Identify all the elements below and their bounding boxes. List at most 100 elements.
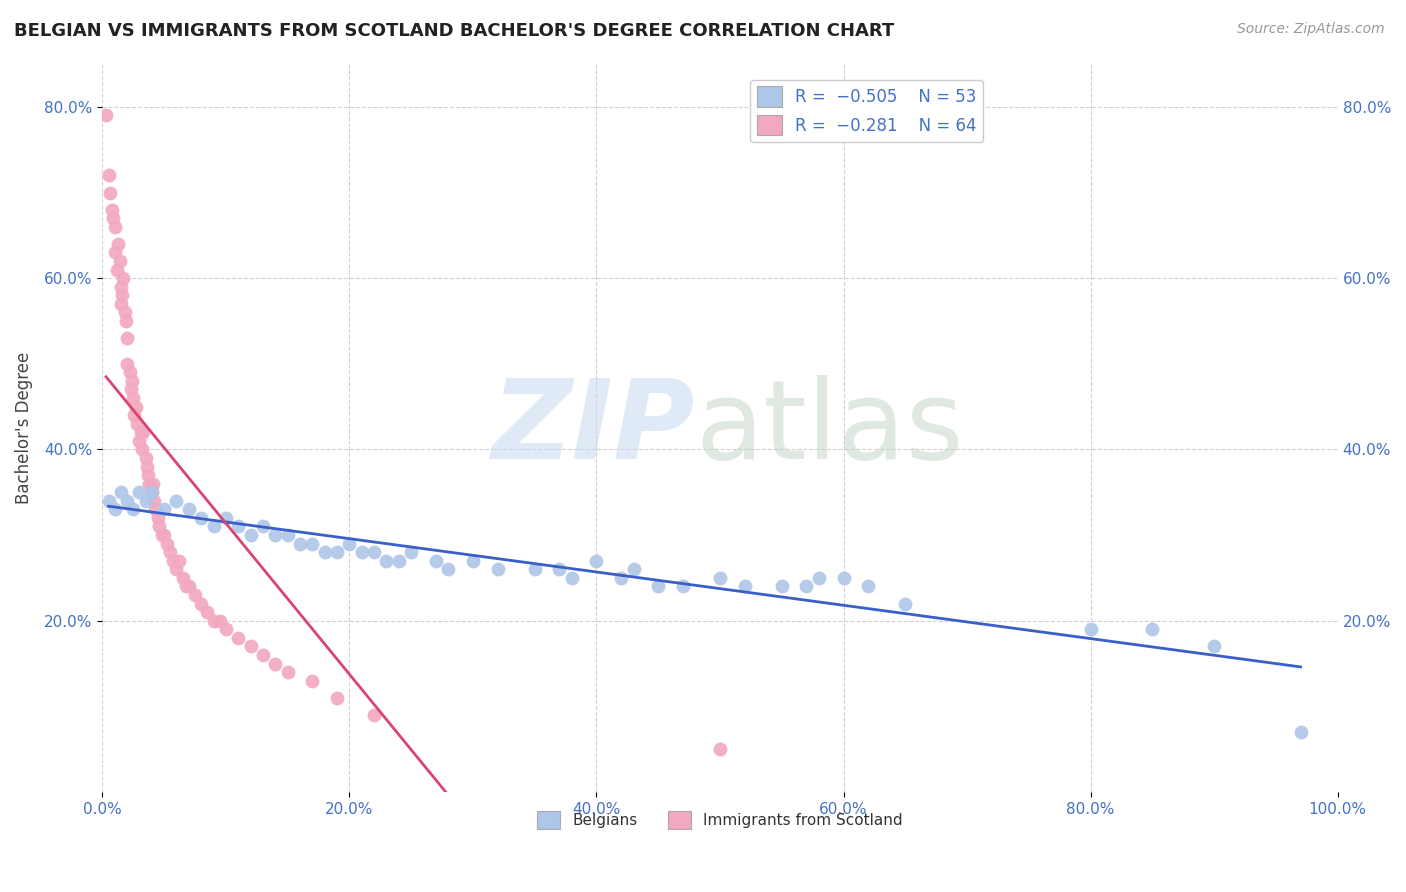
Point: [1204, 640, 1226, 654]
Point: [104, 502, 127, 516]
Point: [165, 493, 187, 508]
Point: [145, 502, 167, 516]
Point: [108, 254, 131, 268]
Point: [167, 554, 190, 568]
Point: [647, 579, 669, 593]
Point: [288, 536, 311, 550]
Point: [111, 288, 134, 302]
Point: [114, 305, 136, 319]
Point: [122, 502, 145, 516]
Point: [112, 271, 135, 285]
Point: [363, 545, 385, 559]
Point: [128, 434, 150, 448]
Point: [153, 528, 176, 542]
Point: [832, 571, 855, 585]
Point: [162, 554, 184, 568]
Point: [734, 579, 756, 593]
Point: [107, 236, 129, 251]
Point: [195, 605, 218, 619]
Point: [143, 493, 166, 508]
Point: [110, 485, 132, 500]
Point: [97, 169, 120, 183]
Point: [326, 690, 349, 705]
Point: [425, 554, 447, 568]
Point: [104, 245, 127, 260]
Point: [437, 562, 460, 576]
Point: [1080, 622, 1102, 636]
Point: [807, 571, 830, 585]
Text: BELGIAN VS IMMIGRANTS FROM SCOTLAND BACHELOR'S DEGREE CORRELATION CHART: BELGIAN VS IMMIGRANTS FROM SCOTLAND BACH…: [14, 22, 894, 40]
Point: [523, 562, 546, 576]
Point: [97, 493, 120, 508]
Point: [264, 657, 287, 671]
Point: [301, 536, 323, 550]
Point: [388, 554, 411, 568]
Point: [101, 202, 124, 217]
Point: [252, 648, 274, 662]
Point: [142, 476, 165, 491]
Point: [165, 562, 187, 576]
Point: [339, 536, 361, 550]
Point: [190, 597, 212, 611]
Point: [103, 211, 125, 226]
Point: [239, 528, 262, 542]
Point: [138, 476, 160, 491]
Point: [141, 485, 163, 500]
Point: [104, 219, 127, 234]
Point: [770, 579, 793, 593]
Point: [252, 519, 274, 533]
Point: [184, 588, 207, 602]
Point: [208, 614, 231, 628]
Point: [124, 408, 146, 422]
Point: [135, 459, 157, 474]
Point: [146, 511, 169, 525]
Text: atlas: atlas: [696, 375, 963, 482]
Point: [155, 536, 177, 550]
Point: [399, 545, 422, 559]
Point: [110, 297, 132, 311]
Point: [150, 528, 173, 542]
Point: [894, 597, 917, 611]
Point: [858, 579, 880, 593]
Point: [177, 579, 200, 593]
Point: [226, 631, 249, 645]
Point: [461, 554, 484, 568]
Point: [709, 742, 731, 756]
Point: [363, 707, 385, 722]
Point: [796, 579, 818, 593]
Point: [121, 374, 143, 388]
Point: [486, 562, 509, 576]
Point: [159, 545, 181, 559]
Point: [585, 554, 607, 568]
Point: [105, 262, 128, 277]
Point: [177, 502, 200, 516]
Point: [129, 425, 152, 440]
Point: [135, 450, 157, 465]
Point: [610, 571, 633, 585]
Point: [118, 365, 141, 379]
Y-axis label: Bachelor's Degree: Bachelor's Degree: [15, 351, 32, 504]
Point: [264, 528, 287, 542]
Point: [1289, 725, 1312, 739]
Point: [202, 519, 225, 533]
Point: [277, 665, 299, 679]
Point: [120, 383, 142, 397]
Point: [148, 519, 170, 533]
Text: Source: ZipAtlas.com: Source: ZipAtlas.com: [1237, 22, 1385, 37]
Point: [125, 417, 148, 431]
Point: [131, 442, 153, 457]
Point: [561, 571, 583, 585]
Point: [114, 314, 136, 328]
Point: [375, 554, 398, 568]
Point: [94, 108, 117, 122]
Point: [672, 579, 695, 593]
Point: [98, 186, 121, 200]
Point: [709, 571, 731, 585]
Point: [128, 485, 150, 500]
Point: [115, 331, 138, 345]
Legend: Belgians, Immigrants from Scotland: Belgians, Immigrants from Scotland: [531, 805, 908, 835]
Point: [277, 528, 299, 542]
Point: [141, 485, 163, 500]
Point: [122, 391, 145, 405]
Point: [132, 425, 155, 440]
